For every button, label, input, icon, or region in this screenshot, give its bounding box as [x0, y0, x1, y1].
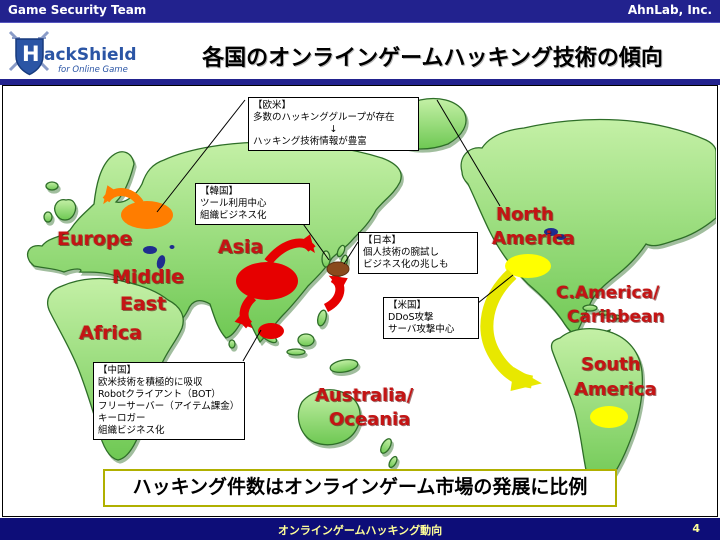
- map-label-africa: Africa: [79, 322, 142, 344]
- map-label-north-america: America: [492, 228, 575, 249]
- connector-japan: [343, 241, 359, 265]
- header-team-name: Game Security Team: [8, 3, 147, 17]
- red-arrow-to-korea: [264, 234, 316, 265]
- callout-japan: 【日本】 個人技術の腕試し ビジネス化の兆しも: [358, 232, 478, 274]
- logo-name: ackShield: [44, 45, 137, 65]
- island-japan: [336, 244, 346, 258]
- island-britain: [54, 199, 77, 221]
- key-message-box: ハッキング件数はオンラインゲーム市場の発展に比例: [103, 469, 617, 507]
- island-ireland: [43, 211, 53, 223]
- lake-great-lakes: [556, 234, 566, 240]
- shield-icon: [15, 38, 44, 76]
- map-label-south-america: America: [574, 379, 657, 400]
- callout-western: 【欧米】 多数のハッキンググループが存在 ↓ ハッキング技術情報が豊富: [248, 97, 419, 151]
- connector-usa: [477, 274, 514, 304]
- footer-bar: オンラインゲームハッキング動向 4: [0, 518, 720, 540]
- title-divider: [0, 79, 720, 85]
- logo-letter-h: H: [22, 42, 40, 66]
- map-label-camerica: C.America/: [556, 283, 660, 303]
- highlight-seasia-red: [258, 323, 284, 339]
- island-new-zealand: [388, 455, 398, 469]
- island-caribbean: [611, 314, 621, 320]
- callout-china: 【中国】 欧米技術を積極的に吸収 Robotクライアント（BOT） フリーサーバ…: [93, 362, 245, 440]
- map-label-middle: Middle: [112, 266, 185, 288]
- highlight-argentina-yellow: [590, 406, 628, 428]
- map-label-asia: Asia: [218, 236, 264, 258]
- callout-line: 【中国】: [98, 365, 137, 376]
- callout-line: 個人技術の腕試し: [363, 247, 440, 258]
- highlight-china-red: [236, 262, 298, 300]
- footer-title: オンラインゲームハッキング動向: [277, 524, 443, 537]
- logo-tagline: for Online Game: [58, 65, 128, 75]
- down-arrow-glyph: ↓: [329, 124, 338, 135]
- connector-western-to-namerica: [436, 99, 501, 207]
- island-java: [286, 348, 306, 356]
- highlight-russia-orange: [121, 201, 173, 229]
- lake-great-lakes: [544, 228, 558, 236]
- connector-korea: [300, 220, 330, 261]
- map-label-north: North: [496, 204, 554, 225]
- map-label-south: South: [581, 354, 641, 375]
- callout-line: 組織ビジネス化: [98, 425, 165, 436]
- callout-line: 【米国】: [388, 300, 427, 311]
- yellow-arrow-to-south-america: [480, 269, 542, 392]
- callout-line: ハッキング技術情報が豊富: [253, 136, 367, 147]
- callout-line: 【日本】: [363, 235, 402, 246]
- island-philippines: [316, 309, 328, 327]
- highlight-japan-brown: [326, 261, 350, 277]
- orange-arrow-to-europe: [102, 185, 144, 206]
- sea-caspian: [156, 255, 166, 269]
- island-cuba: [582, 304, 598, 312]
- callout-line: キーロガー: [98, 413, 146, 424]
- island-new-guinea: [329, 358, 359, 374]
- connector-china: [242, 329, 262, 362]
- island-new-zealand: [380, 438, 392, 454]
- callout-korea: 【韓国】 ツール利用中心 組織ビジネス化: [195, 183, 310, 225]
- hackshield-logo: H ackShield for Online Game: [8, 30, 137, 76]
- island-iceland: [45, 181, 59, 191]
- callout-line: Robotクライアント（BOT）: [98, 389, 221, 400]
- callout-line: フリーサーバー（アイテム課金）: [98, 401, 240, 412]
- red-arrow-to-seasia: [234, 293, 257, 329]
- map-label-caribbean: Caribbean: [567, 307, 665, 327]
- header-company-name: AhnLab, Inc.: [627, 3, 712, 17]
- callout-line: DDoS攻撃: [388, 312, 434, 323]
- callout-line: サーバ攻撃中心: [388, 324, 455, 335]
- red-arrow-to-japan: [323, 274, 348, 313]
- callout-usa: 【米国】 DDoS攻撃 サーバ攻撃中心: [383, 297, 479, 339]
- island-borneo: [297, 333, 315, 347]
- sea-aral: [169, 245, 175, 249]
- island-sri-lanka: [228, 339, 236, 349]
- callout-line: 【欧米】: [253, 100, 292, 111]
- connector-western-to-europe: [156, 99, 246, 213]
- callout-line: 多数のハッキンググループが存在: [253, 112, 395, 123]
- map-label-australia: Australia/: [315, 385, 414, 406]
- callout-line: 組織ビジネス化: [200, 210, 267, 221]
- map-label-east: East: [120, 293, 167, 315]
- callout-line: ビジネス化の兆しも: [363, 259, 449, 270]
- header-bar: Game Security Team AhnLab, Inc.: [0, 0, 720, 23]
- callout-line: 欧米技術を積極的に吸収: [98, 377, 203, 388]
- highlight-usa-yellow: [505, 254, 551, 278]
- peninsula-korea: [321, 250, 331, 268]
- callout-line: 【韓国】: [200, 186, 239, 197]
- map-label-oceania: Oceania: [329, 409, 411, 430]
- map-label-europe: Europe: [57, 228, 133, 250]
- callout-line: ツール利用中心: [200, 198, 267, 209]
- page-title: 各国のオンラインゲームハッキング技術の傾向: [202, 46, 663, 71]
- continent-north-america: [460, 118, 716, 344]
- island-caribbean: [598, 310, 610, 316]
- continent-australia: [297, 389, 361, 446]
- page-number: 4: [692, 522, 700, 535]
- sea-black-sea: [143, 246, 157, 254]
